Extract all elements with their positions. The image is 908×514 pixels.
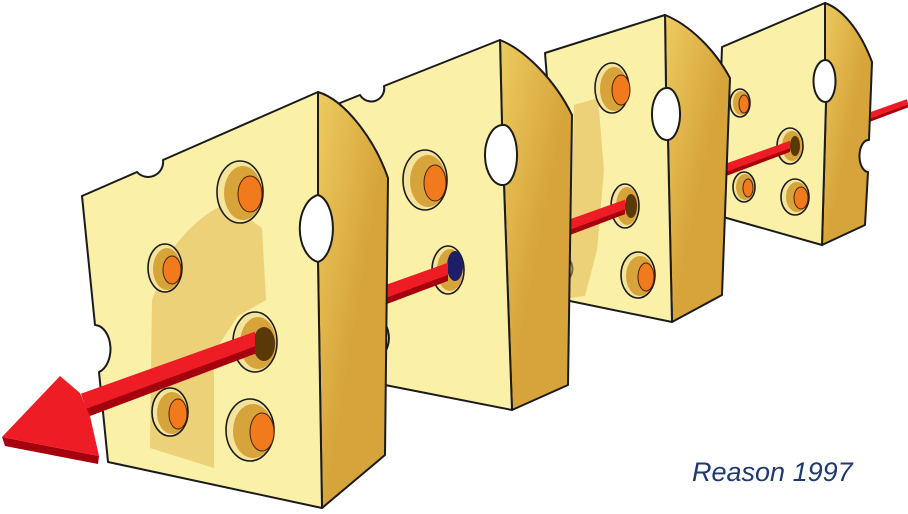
cheese-hole [729, 88, 751, 118]
slice-side-face [317, 91, 389, 509]
slice-side-face [821, 2, 873, 246]
cheese-hole [151, 387, 189, 437]
cheese-hole [216, 160, 264, 224]
cheese-hole [594, 62, 631, 114]
arrow-hole [610, 183, 640, 229]
slice-shading [570, 98, 604, 298]
arrow-head [2, 376, 99, 464]
arrow-hole [776, 127, 804, 165]
cheese-slice-4 [715, 2, 873, 246]
cheese-hole [780, 178, 810, 216]
cheese-hole [225, 398, 275, 462]
cheese-slice-1 [81, 91, 389, 509]
cheese-hole [402, 149, 448, 211]
slice-side-face [499, 39, 573, 411]
arrow-hole [232, 311, 278, 373]
cheese-hole [620, 251, 656, 299]
citation-caption: Reason 1997 [692, 457, 854, 487]
cheese-slice-3 [544, 14, 731, 323]
cheese-slice-2 [339, 39, 573, 411]
cheese-hole [732, 171, 756, 203]
slice-side-face [664, 14, 731, 323]
cheese-hole [147, 243, 183, 293]
slice-front-face [715, 2, 827, 246]
